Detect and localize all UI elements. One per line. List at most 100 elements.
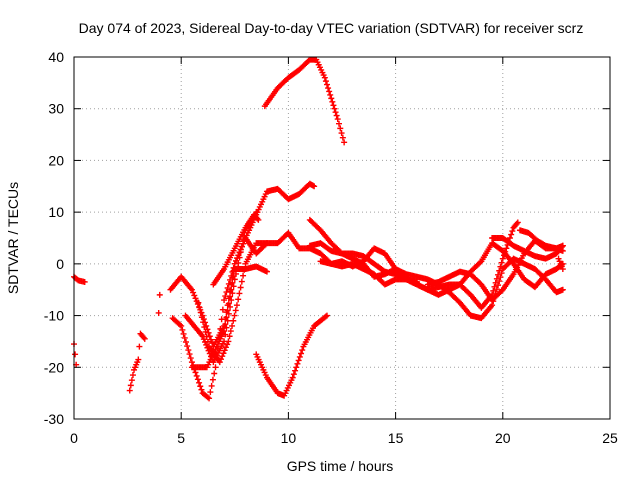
data-point — [225, 280, 232, 287]
data-point — [187, 355, 194, 362]
data-point — [238, 243, 245, 250]
series-s11 — [253, 312, 330, 399]
series-s19 — [555, 255, 566, 273]
data-point — [194, 376, 201, 383]
series-s6 — [169, 180, 318, 402]
data-point — [509, 228, 516, 235]
data-point — [180, 330, 187, 337]
data-point — [195, 299, 202, 306]
data-point — [212, 364, 219, 371]
data-point — [298, 350, 305, 357]
y-tick-label: 20 — [48, 152, 64, 168]
data-point — [237, 284, 244, 291]
data-point — [229, 279, 236, 286]
data-point — [135, 356, 142, 363]
data-point — [235, 296, 242, 303]
data-point — [226, 333, 233, 340]
data-point — [188, 286, 195, 293]
data-point — [224, 284, 231, 291]
x-tick-label: 0 — [70, 430, 78, 446]
data-point — [228, 286, 235, 293]
data-point — [296, 353, 303, 360]
data-point — [299, 347, 306, 354]
series-s12 — [261, 56, 348, 146]
data-point — [203, 333, 210, 340]
data-point — [185, 347, 192, 354]
data-point — [222, 321, 229, 328]
data-point — [176, 321, 183, 328]
data-point — [204, 394, 211, 401]
data-point — [221, 328, 228, 335]
data-point — [192, 369, 199, 376]
x-tick-label: 20 — [495, 430, 511, 446]
data-point — [220, 350, 227, 357]
y-tick-label: 30 — [48, 101, 64, 117]
data-point — [221, 297, 228, 304]
series-s17 — [489, 235, 566, 262]
data-point — [293, 364, 300, 371]
data-point — [233, 302, 240, 309]
data-point — [181, 334, 188, 341]
data-point — [207, 389, 214, 396]
data-point — [209, 376, 216, 383]
data-point — [156, 291, 163, 298]
data-point — [490, 287, 497, 294]
data-point — [289, 374, 296, 381]
data-point — [491, 283, 498, 290]
data-point — [229, 290, 236, 297]
data-point — [322, 78, 329, 85]
data-point — [323, 81, 330, 88]
data-point — [335, 120, 342, 127]
data-point — [334, 116, 341, 123]
data-point — [227, 303, 234, 310]
data-point — [339, 134, 346, 141]
data-point — [224, 317, 231, 324]
data-point — [328, 95, 335, 102]
data-point — [155, 309, 162, 316]
data-point — [223, 314, 230, 321]
data-points — [71, 56, 566, 402]
data-point — [338, 130, 345, 137]
y-tick-label: -20 — [44, 359, 64, 375]
data-point — [500, 252, 507, 259]
data-point — [179, 326, 186, 333]
data-point — [197, 309, 204, 316]
data-point — [513, 220, 520, 227]
grid-lines — [74, 57, 610, 419]
data-point — [332, 109, 339, 116]
data-point — [231, 260, 238, 267]
data-point — [414, 278, 421, 285]
data-point — [493, 275, 500, 282]
data-point — [191, 292, 198, 299]
data-point — [219, 306, 226, 313]
data-point — [263, 268, 270, 275]
data-point — [128, 377, 135, 384]
series-s4 — [155, 291, 163, 316]
data-point — [559, 266, 566, 273]
data-point — [217, 325, 224, 332]
series-s3 — [126, 330, 148, 394]
data-point — [255, 216, 262, 223]
data-point — [263, 240, 270, 247]
y-tick-label: 10 — [48, 204, 64, 220]
data-point — [236, 290, 243, 297]
data-point — [188, 359, 195, 366]
data-point — [184, 343, 191, 350]
series-s18 — [516, 227, 566, 252]
data-point — [499, 255, 506, 262]
data-point — [129, 372, 136, 379]
data-point — [327, 91, 334, 98]
data-point — [498, 259, 505, 266]
data-point — [492, 279, 499, 286]
axis-ticks: 0 5 10 15 20 25 -30 -20 -10 0 10 20 30 40 — [44, 49, 618, 446]
data-point — [186, 351, 193, 358]
data-point — [198, 314, 205, 321]
series-s2 — [71, 341, 80, 368]
data-point — [223, 324, 230, 331]
data-point — [223, 289, 230, 296]
data-point — [489, 302, 496, 309]
data-point — [559, 286, 566, 293]
x-tick-label: 5 — [177, 430, 185, 446]
data-point — [219, 353, 226, 360]
